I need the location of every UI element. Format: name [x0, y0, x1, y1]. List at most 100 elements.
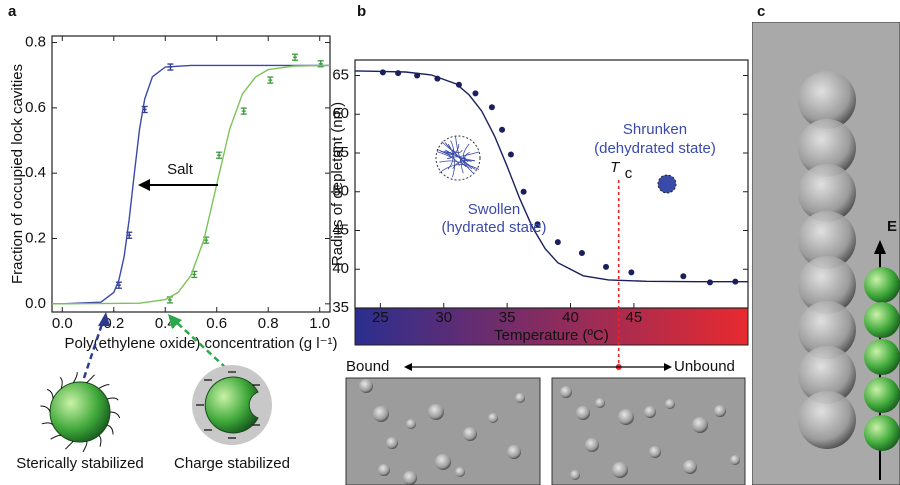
data-point	[317, 60, 324, 68]
colloid	[798, 119, 856, 177]
x-tick-label: 40	[562, 309, 579, 326]
state-label: Shrunken	[623, 121, 687, 138]
particle	[428, 404, 444, 420]
x-tick-label: 45	[626, 309, 643, 326]
arrowhead	[138, 179, 150, 191]
fit-line	[52, 64, 330, 305]
particle	[714, 405, 726, 417]
polymer-hair	[59, 376, 63, 389]
fit-line	[52, 64, 331, 305]
particle	[507, 445, 521, 459]
y-axis-label: Fraction of occupied lock cavities	[9, 64, 26, 284]
pointer-head	[168, 314, 182, 329]
x-tick-label: 25	[372, 309, 389, 326]
y-axis-label: Radius of depletant (nm)	[329, 102, 346, 266]
annotation: Salt	[167, 161, 194, 178]
particle	[576, 406, 590, 420]
state-label: (hydrated state)	[441, 219, 546, 236]
coil-strand	[440, 150, 452, 159]
data-point	[680, 273, 687, 280]
polymer-hair	[72, 371, 78, 384]
polymer-hair	[106, 424, 114, 435]
y-tick-label: 45	[332, 221, 349, 238]
state-label: Swollen	[468, 201, 521, 218]
particle	[618, 409, 634, 425]
particle	[515, 393, 525, 403]
data-point	[472, 90, 479, 97]
data-point	[554, 239, 561, 246]
y-tick-label: 35	[332, 299, 349, 316]
y-tick-label: 55	[332, 144, 349, 161]
particle	[683, 460, 697, 474]
pointer	[173, 319, 227, 369]
particle	[570, 470, 580, 480]
data-point	[706, 279, 713, 286]
data-point	[499, 126, 506, 133]
polymer-hair	[41, 422, 54, 426]
micrograph	[551, 377, 746, 485]
particle	[49, 381, 111, 443]
particle	[595, 398, 605, 408]
pointer	[82, 317, 106, 379]
polymer-hair	[106, 397, 119, 401]
coil-strand	[463, 143, 470, 162]
panel-label: c	[757, 3, 765, 20]
x-tick-label: 0.6	[206, 315, 227, 332]
particle	[406, 419, 416, 429]
caption: Sterically stabilized	[16, 455, 144, 472]
data-point	[488, 104, 495, 111]
particle	[488, 413, 498, 423]
y-tick-label: 40	[332, 260, 349, 277]
particle	[644, 406, 656, 418]
particle	[730, 455, 740, 465]
polymer-hair	[98, 384, 110, 389]
coil-strand	[439, 160, 467, 168]
state-label: (dehydrated state)	[594, 140, 716, 157]
data-point	[216, 151, 223, 159]
lock-particle	[864, 377, 900, 413]
transition-label: T	[610, 159, 621, 176]
data-point	[203, 236, 210, 244]
coil-strand	[449, 140, 455, 158]
polymer-hair	[82, 440, 88, 453]
particle	[692, 417, 708, 433]
panel-label: b	[357, 3, 366, 20]
data-point	[603, 263, 610, 270]
coil-strand	[436, 148, 455, 156]
x-axis-label: Temperature (ºC)	[494, 327, 609, 344]
x-tick-label: 1.0	[309, 315, 330, 332]
x-tick-label: 0.2	[103, 315, 124, 332]
lock-particle	[864, 302, 900, 338]
x-tick-label: 30	[435, 309, 452, 326]
colloid	[798, 391, 856, 449]
data-point	[455, 81, 462, 88]
data-point	[240, 107, 247, 115]
coil-outline	[435, 135, 481, 181]
field-arrow	[874, 240, 886, 254]
range-label: Bound	[346, 358, 389, 375]
data-point	[267, 76, 274, 84]
particle	[435, 454, 451, 470]
colloid	[798, 211, 856, 269]
lock-particle	[864, 415, 900, 451]
particle	[463, 427, 477, 441]
y-tick-label: 0.6	[25, 99, 46, 116]
colloid	[798, 164, 856, 222]
field-label: E	[887, 218, 897, 235]
charge-icon	[192, 365, 272, 445]
colloid	[798, 71, 856, 129]
polymer-hair	[40, 405, 51, 413]
polymer-hair	[65, 440, 74, 450]
polymer-hair	[109, 411, 121, 419]
range-label: Unbound	[674, 358, 735, 375]
particle	[403, 471, 417, 485]
panel-c-image	[752, 22, 900, 485]
data-point	[379, 69, 386, 76]
y-tick-label: 0.2	[25, 229, 46, 246]
transition-sub: c	[625, 165, 633, 182]
colloid	[798, 256, 856, 314]
data-point	[507, 151, 514, 158]
y-tick-label: 60	[332, 105, 349, 122]
caption: Charge stabilized	[174, 455, 290, 472]
